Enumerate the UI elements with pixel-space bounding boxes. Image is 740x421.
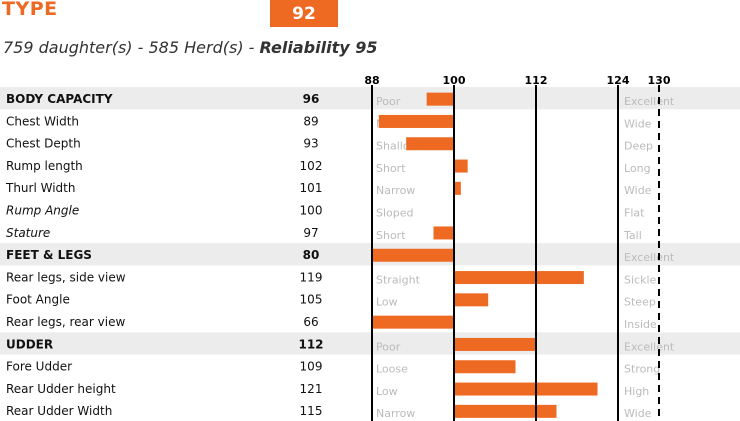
- group-value: 80: [303, 248, 320, 262]
- group-name: BODY CAPACITY: [6, 92, 113, 106]
- trait-high-label: Wide: [624, 407, 652, 420]
- trait-value: 101: [300, 181, 323, 195]
- trait-bar: [454, 404, 557, 418]
- trait-low-label: Straight: [376, 273, 421, 286]
- trait-high-label: High: [624, 385, 649, 398]
- trait-name: Rear legs, side view: [6, 270, 126, 284]
- trait-bar: [454, 360, 516, 374]
- trait-high-label: Wide: [624, 117, 652, 130]
- trait-bar: [454, 159, 468, 173]
- trait-value: 100: [300, 204, 323, 218]
- trait-bar: [454, 181, 461, 195]
- trait-bar: [406, 137, 454, 151]
- trait-name: Stature: [6, 226, 50, 240]
- trait-bar: [372, 315, 454, 329]
- group-name: FEET & LEGS: [6, 248, 92, 262]
- trait-low-label: Short: [376, 229, 406, 242]
- trait-value: 109: [300, 360, 323, 374]
- trait-bar: [454, 293, 489, 307]
- trait-name: Rear Udder height: [6, 382, 116, 396]
- tick-label: 112: [525, 74, 548, 87]
- tick-label: 88: [364, 74, 379, 87]
- trait-low-label: Narrow: [376, 184, 415, 197]
- trait-high-label: Steep: [624, 296, 656, 309]
- herds-count: 585 Herd(s): [148, 38, 244, 57]
- trait-bar: [372, 248, 454, 262]
- trait-bar: [433, 226, 454, 240]
- group-name: UDDER: [6, 337, 53, 351]
- trait-low-label: Low: [376, 385, 398, 398]
- subtitle: 759 daughter(s) - 585 Herd(s) - Reliabil…: [3, 38, 377, 57]
- trait-value: 89: [303, 114, 318, 128]
- trait-high-label: Deep: [624, 140, 653, 153]
- tick-label: 124: [607, 74, 630, 87]
- trait-bar: [454, 271, 584, 285]
- trait-value: 115: [300, 404, 323, 418]
- trait-name: Rear Udder Width: [6, 404, 112, 418]
- trait-low-label: Sloped: [376, 207, 414, 220]
- trait-high-label: Excellent: [624, 251, 675, 264]
- trait-name: Chest Depth: [6, 137, 81, 151]
- trait-value: 93: [303, 137, 318, 151]
- group-value: 96: [303, 92, 320, 106]
- trait-high-label: Long: [624, 162, 651, 175]
- group-band: [0, 243, 740, 266]
- trait-high-label: Flat: [624, 207, 645, 220]
- trait-name: Rump length: [6, 159, 83, 173]
- group-band: [0, 87, 740, 110]
- trait-low-label: Short: [376, 162, 406, 175]
- trait-high-label: Excellent: [624, 340, 675, 353]
- trait-name: Rear legs, rear view: [6, 315, 125, 329]
- trait-high-label: Sickle: [624, 273, 657, 286]
- tick-label: 130: [648, 74, 671, 87]
- type-score-value: 92: [292, 3, 316, 24]
- trait-name: Foot Angle: [6, 293, 70, 307]
- trait-high-label: Excellent: [624, 95, 675, 108]
- trait-bar: [454, 337, 536, 351]
- trait-high-label: Tall: [623, 229, 642, 242]
- reliability: Reliability 95: [259, 38, 378, 57]
- trait-name: Thurl Width: [5, 181, 76, 195]
- trait-low-label: Loose: [376, 363, 408, 376]
- separator: -: [132, 38, 149, 57]
- trait-bar: [426, 92, 454, 106]
- trait-value: 66: [303, 315, 318, 329]
- group-band: [0, 332, 740, 355]
- page-title: TYPE: [2, 0, 58, 20]
- trait-value: 121: [300, 382, 323, 396]
- trait-high-label: Inside: [624, 318, 657, 331]
- trait-value: 119: [300, 270, 323, 284]
- trait-low-label: Narrow: [376, 407, 415, 420]
- trait-name: Chest Width: [6, 114, 79, 128]
- daughters-count: 759 daughter(s): [3, 38, 133, 57]
- tick-label: 100: [443, 74, 466, 87]
- trait-high-label: Strong: [624, 363, 660, 376]
- trait-high-label: Wide: [624, 184, 652, 197]
- trait-name: Fore Udder: [6, 360, 72, 374]
- group-value: 112: [298, 337, 323, 351]
- trait-low-label: Poor: [376, 95, 401, 108]
- type-score-badge: 92: [270, 0, 338, 27]
- trait-low-label: Poor: [376, 340, 401, 353]
- trait-value: 105: [300, 293, 323, 307]
- trait-bar: [454, 382, 598, 396]
- separator: -: [243, 38, 260, 57]
- trait-low-label: Low: [376, 296, 398, 309]
- trait-value: 102: [300, 159, 323, 173]
- trait-bar: [378, 114, 454, 128]
- trait-name: Rump Angle: [6, 204, 79, 218]
- trait-value: 97: [303, 226, 318, 240]
